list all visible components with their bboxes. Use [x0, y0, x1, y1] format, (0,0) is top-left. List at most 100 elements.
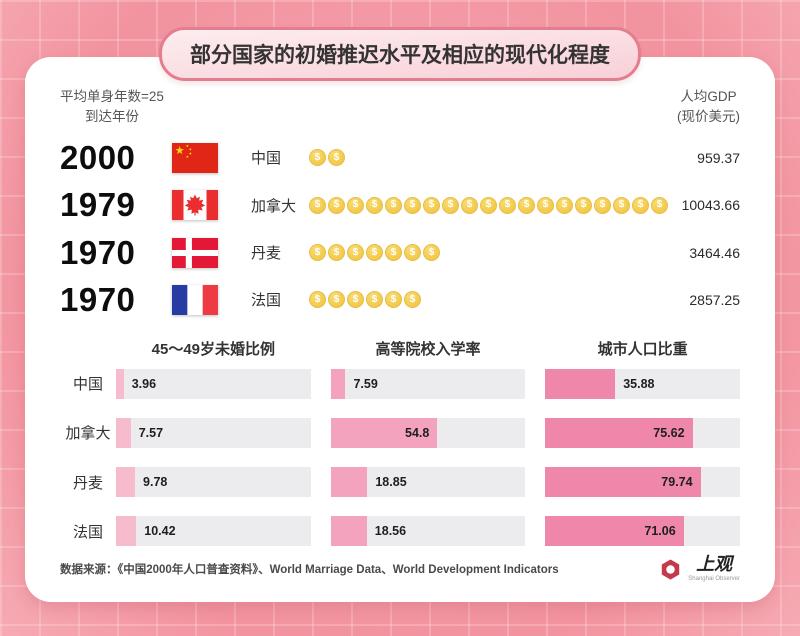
coin-icon: $ — [328, 291, 345, 309]
bar-fill — [116, 467, 136, 498]
denmark-flag-icon — [172, 237, 218, 268]
coin-icon: $ — [366, 291, 383, 309]
gdp-coin-icons: $ $ $ $ $ $ — [309, 291, 668, 309]
coin-icon: $ — [385, 244, 402, 262]
bar-value-label: 10.42 — [144, 524, 176, 539]
bar-row-label: 加拿大 — [65, 425, 111, 443]
coin-icon: $ — [328, 244, 345, 262]
bar-fill — [330, 516, 367, 547]
bar-enrollment-denmark: 18.85 — [330, 467, 526, 498]
top-header: 平均单身年数=25 到达年份 人均GDP (现价美元) — [60, 87, 740, 134]
gdp-value: 2857.25 — [689, 291, 740, 308]
logo-chinese-text: 上观 — [696, 554, 733, 576]
coin-icon: $ — [594, 196, 611, 214]
coin-icon: $ — [328, 149, 345, 167]
coin-icon: $ — [347, 291, 364, 309]
coin-icon: $ — [404, 244, 421, 262]
coin-icon: $ — [632, 196, 649, 214]
bar-row-france: 法国 10.42 18.56 71.06 — [60, 507, 741, 556]
gdp-value: 959.37 — [697, 149, 740, 166]
bar-urban-canada: 75.62 — [545, 417, 741, 448]
chart-column-headers: 45～49岁未婚比例 高等院校入学率 城市人口比重 — [60, 325, 740, 359]
coin-icon: $ — [385, 291, 402, 309]
coin-icon: $ — [556, 196, 573, 214]
column-header-enrollment: 高等院校入学率 — [375, 340, 481, 358]
bar-value-label: 79.74 — [661, 475, 693, 490]
coin-icon: $ — [651, 196, 668, 214]
logo-english-text: Shanghai Observer — [688, 576, 740, 583]
data-source-text: 数据来源：《中国2000年人口普查资料》、World Marriage Data… — [60, 564, 559, 577]
country-name: 法国 — [251, 292, 282, 310]
gdp-coin-icons: $$$$$$$$$$$$$$$$$$$$ — [309, 196, 668, 214]
bar-unmarried-france: 10.42 — [116, 516, 311, 547]
coin-icon: $ — [385, 196, 402, 214]
year-value: 1970 — [60, 280, 136, 318]
country-name: 加拿大 — [251, 197, 297, 215]
bar-value-label: 54.8 — [405, 425, 430, 440]
coin-icon: $ — [309, 291, 326, 309]
year-value: 1979 — [60, 186, 136, 224]
coin-icon: $ — [442, 196, 459, 214]
coin-icon: $ — [347, 196, 364, 214]
coin-icon: $ — [347, 244, 364, 262]
coin-icon: $ — [423, 244, 440, 262]
bar-fill — [330, 417, 438, 448]
coin-icon: $ — [328, 196, 345, 214]
coin-icon: $ — [309, 149, 326, 167]
bar-enrollment-canada: 54.8 — [330, 417, 526, 448]
bar-fill — [545, 417, 693, 448]
bar-value-label: 18.85 — [375, 475, 407, 490]
column-header-urban: 城市人口比重 — [597, 340, 688, 358]
bar-fill — [116, 368, 124, 399]
year-value: 2000 — [60, 138, 136, 176]
coin-icon: $ — [575, 196, 592, 214]
bar-unmarried-canada: 7.57 — [116, 417, 311, 448]
coin-icon: $ — [461, 196, 478, 214]
country-row-denmark: 1970 丹麦 $ $ $ $ $ $ $ 3464.46 — [60, 229, 740, 276]
bar-row-label: 丹麦 — [72, 474, 103, 492]
bar-urban-denmark: 79.74 — [545, 467, 741, 498]
shanghai-observer-logo-icon — [659, 558, 682, 581]
country-row-canada: 1979 加拿大 $$$$$$$$$$$$$$$$$$$$ 10043.66 — [60, 182, 740, 229]
gdp-value: 10043.66 — [681, 197, 740, 214]
gdp-coin-icons: $ $ $ $ $ $ $ — [309, 244, 668, 262]
left-axis-label: 平均单身年数=25 到达年份 — [60, 89, 164, 125]
coin-icon: $ — [480, 196, 497, 214]
bar-value-label: 75.62 — [653, 425, 685, 440]
bar-value-label: 3.96 — [131, 376, 157, 391]
coin-icon: $ — [366, 196, 383, 214]
gdp-axis-label: 人均GDP (现价美元) — [677, 89, 740, 125]
bar-row-label: 中国 — [72, 376, 103, 394]
infographic-card: 平均单身年数=25 到达年份 人均GDP (现价美元) 2000 中国 $ $ 9… — [25, 57, 775, 602]
bar-row-canada: 加拿大 7.57 54.8 75.62 — [60, 408, 741, 457]
coin-icon: $ — [423, 196, 440, 214]
country-row-china: 2000 中国 $ $ 959.37 — [60, 134, 740, 181]
coin-icon: $ — [309, 244, 326, 262]
footer: 数据来源：《中国2000年人口普查资料》、World Marriage Data… — [60, 556, 740, 586]
gdp-coin-icons: $ $ — [309, 149, 668, 167]
coin-icon: $ — [518, 196, 535, 214]
bar-urban-china: 35.88 — [545, 368, 741, 399]
coin-icon: $ — [404, 291, 421, 309]
column-header-unmarried: 45～49岁未婚比例 — [151, 340, 276, 358]
bar-row-china: 中国 3.96 7.59 35.88 — [60, 359, 741, 408]
country-name: 中国 — [251, 150, 282, 168]
coin-icon: $ — [309, 196, 326, 214]
bar-value-label: 7.59 — [353, 376, 378, 391]
bar-enrollment-france: 18.56 — [330, 516, 526, 547]
coin-icon: $ — [499, 196, 516, 214]
page-title: 部分国家的初婚推迟水平及相应的现代化程度 — [159, 27, 641, 81]
bar-value-label: 7.57 — [138, 425, 164, 440]
country-row-france: 1970 法国 $ $ $ $ $ $ 2857.25 — [60, 276, 740, 323]
bar-unmarried-denmark: 9.78 — [116, 467, 311, 498]
bar-enrollment-china: 7.59 — [330, 368, 526, 399]
shanghai-observer-logo: 上观 Shanghai Observer — [659, 556, 740, 582]
china-flag-icon — [172, 142, 218, 173]
gdp-value: 3464.46 — [689, 244, 740, 261]
coin-icon: $ — [366, 244, 383, 262]
canada-flag-icon — [172, 190, 218, 221]
year-value: 1970 — [60, 233, 136, 271]
bar-fill — [330, 368, 346, 399]
bar-fill — [545, 368, 616, 399]
bar-fill — [330, 467, 368, 498]
